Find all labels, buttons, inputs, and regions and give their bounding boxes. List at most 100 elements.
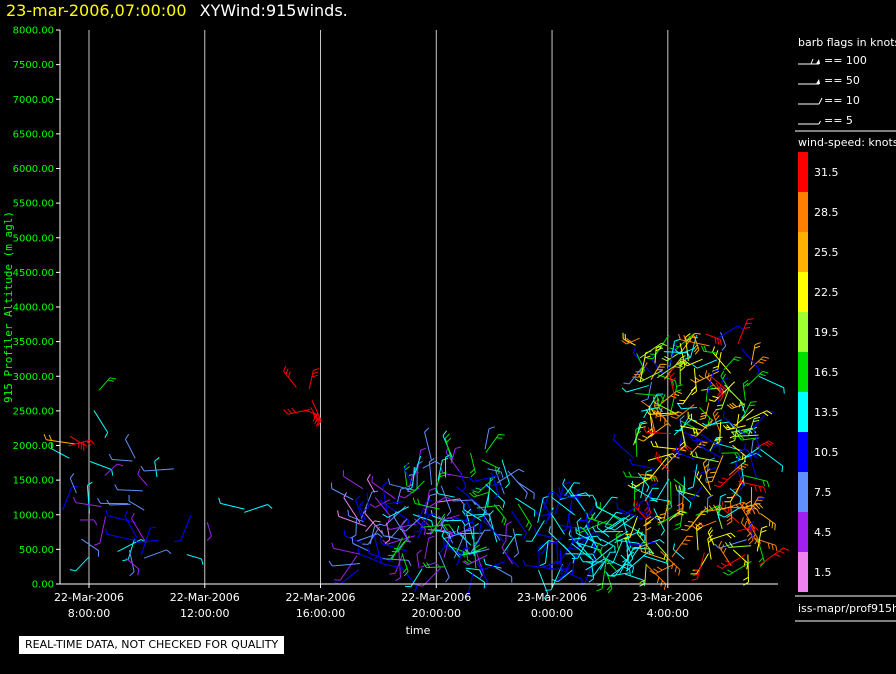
wind-barb [619,500,644,515]
wind-barb [461,572,474,599]
wind-barb [690,370,719,384]
wind-barb [642,555,669,570]
wind-barb [440,467,469,479]
wind-barb [676,489,692,509]
wind-barb [401,553,409,577]
wind-barb [690,368,697,396]
wind-barb [470,483,504,491]
wind-barb [672,543,685,560]
y-tick-label: 1000.00 [13,510,54,521]
wind-barb [748,416,761,436]
wind-barb [718,493,726,519]
wind-barb [437,457,449,481]
wind-barb [539,540,549,567]
wind-barb [98,377,116,391]
wind-barb [413,510,428,533]
colorbar-swatch [798,192,808,232]
wind-barb [746,410,773,421]
wind-barb [537,539,555,552]
chart-title: 23-mar-2006,07:00:00 XYWind:915winds. [6,1,348,21]
wind-barb [308,368,320,390]
barb-legend-title: barb flags in knots [798,36,896,49]
wind-barb [638,510,659,526]
wind-barb [423,496,452,511]
wind-barb [679,425,686,450]
wind-barb [683,431,703,447]
wind-barb [627,477,650,489]
wind-barb [690,450,719,463]
wind-barb [416,513,436,540]
wind-barb [674,503,685,530]
wind-barb [639,563,647,587]
wind-barb [124,510,138,538]
wind-barb [660,551,681,576]
wind-barb [676,484,685,517]
wind-barb [750,342,761,366]
wind-barb [398,487,420,499]
wind-barb [399,565,418,593]
wind-barb [678,333,710,347]
wind-barb [570,536,589,550]
wind-barb [615,530,622,550]
x-tick-label-date: 23-Mar-2006 [633,591,703,604]
wind-barb [343,492,361,523]
wind-barb [337,510,367,527]
wind-barb [637,472,650,493]
axes [59,30,778,585]
wind-barb [442,533,465,540]
wind-barb [736,525,759,533]
wind-barb [704,370,719,391]
colorbar-swatch [798,232,808,272]
wind-barb [540,541,556,556]
wind-barb [726,402,746,410]
y-tick-label: 4000.00 [13,303,54,314]
wind-barb [669,384,683,415]
wind-barb [691,520,717,530]
wind-barb [441,530,461,558]
wind-barb [125,557,140,576]
wind-barb [477,492,490,518]
wind-barb [545,564,564,591]
wind-barb [714,539,747,549]
colorbar-label: 4.5 [814,526,832,539]
colorbar: wind-speed: knots 31.5 28.5 25.5 22.5 19.5 16… [798,136,896,592]
wind-barb [741,348,760,376]
wind-barb [69,435,85,451]
wind-barb [396,487,407,505]
wind-barb [373,535,380,560]
footer-id: iss-mapr/prof915h [798,602,896,615]
y-tick-label: 7000.00 [13,95,54,106]
wind-barb [365,520,381,532]
colorbar-label: 25.5 [814,246,839,259]
y-tick-label: 6000.00 [13,164,54,175]
wind-barb [696,438,724,460]
x-axis-label: time [406,624,431,637]
colorbar-label: 10.5 [814,446,839,459]
wind-barb [705,333,722,346]
barb-layer [43,318,790,599]
barb-legend-item: == 100 [798,54,867,67]
wind-barb [386,537,403,560]
barb-legend-item: == 10 [798,94,860,107]
wind-barb [478,561,506,570]
wind-barb [752,426,761,455]
wind-barb [620,554,635,574]
wind-barb [483,558,502,569]
y-axis-label: 915 Profiler Altitude (m agl) [2,211,15,403]
wind-barb [133,537,160,543]
wind-barb [701,345,719,354]
wind-barb [469,452,476,478]
wind-barb [357,547,383,564]
wind-barb [743,554,750,586]
wind-barb [639,342,668,359]
wind-barb [724,541,752,548]
wind-barb [706,455,724,483]
wind-barb [363,492,369,512]
wind-barb [108,453,133,462]
wind-barb [556,492,581,499]
wind-barb [650,363,667,380]
wind-barb [399,516,422,532]
wind-barb [522,559,555,570]
wind-barb [452,499,476,506]
x-tick-label-time: 8:00:00 [68,607,110,620]
